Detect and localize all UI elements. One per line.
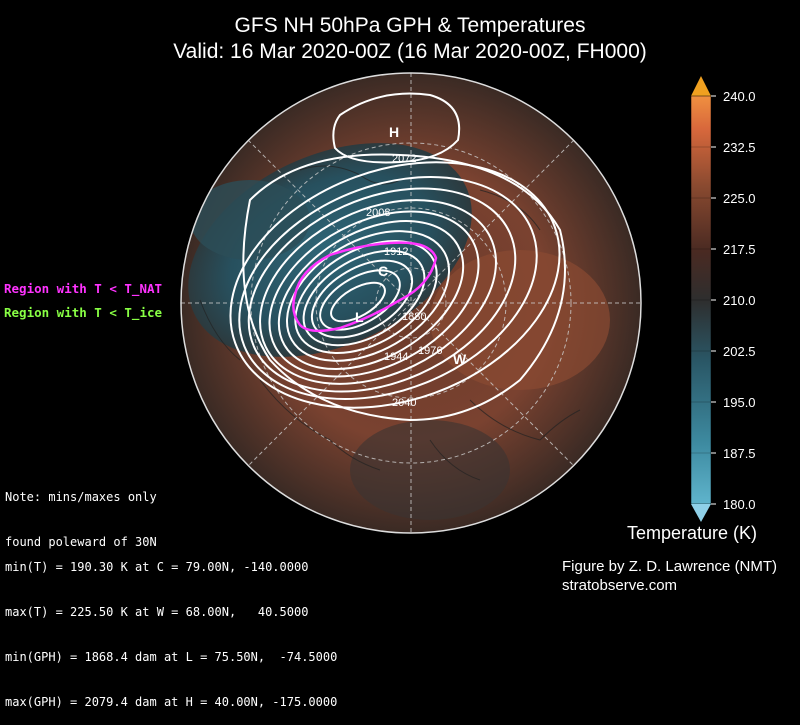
temperature-colorbar [690,76,712,522]
min-temp-stat: min(T) = 190.30 K at C = 79.00N, -140.00… [5,560,309,574]
colorbar-tick: 217.5 [723,242,756,257]
contour-label-2072: 2072 [392,153,416,165]
min-gph-stat: min(GPH) = 1868.4 dam at L = 75.50N, -74… [5,650,338,664]
colorbar-label: Temperature (K) [627,523,758,543]
min-temp-marker: C [378,263,388,279]
colorbar-tick: 232.5 [723,140,756,155]
colorbar-tick: 210.0 [723,293,756,308]
colorbar-tick: 180.0 [723,497,756,512]
contour-label-1976: 1976 [418,345,442,357]
gph-contours [229,92,566,422]
contour-label-2040: 2040 [392,397,416,409]
extrema-stats: min(T) = 190.30 K at C = 79.00N, -140.00… [5,530,337,725]
note-line: Note: mins/maxes only [5,490,157,504]
extrema-labels: H L C W [355,124,467,367]
t-nat-region [292,241,438,333]
extrema-note: Note: mins/maxes only found poleward of … [5,460,157,565]
max-temp-stat: max(T) = 225.50 K at W = 68.00N, 40.5000 [5,605,309,619]
map-valid-time: Valid: 16 Mar 2020-00Z (16 Mar 2020-00Z,… [173,40,647,63]
max-gph-stat: max(GPH) = 2079.4 dam at H = 40.00N, -17… [5,695,338,709]
polar-map: 2072 2008 1912 1880 1944 1976 2040 H L C… [180,72,716,534]
colorbar-tick: 240.0 [723,89,756,104]
colorbar-tick: 195.0 [723,395,756,410]
colorbar-tick: 225.0 [723,191,756,206]
note-line: found poleward of 30N [5,535,157,549]
contour-label-1944: 1944 [384,351,408,363]
website-credit: stratobserve.com [562,577,678,594]
figure-credit: Figure by Z. D. Lawrence (NMT) [562,558,778,575]
contour-label-2008: 2008 [366,207,390,219]
colorbar-tick: 187.5 [723,446,756,461]
contour-label-1912: 1912 [384,246,408,258]
max-gph-marker: H [389,124,399,140]
map-title: GFS NH 50hPa GPH & Temperatures [234,14,586,37]
contour-labels: 2072 2008 1912 1880 1944 1976 2040 [366,153,442,409]
legend-t-nat: Region with T < T_NAT [4,281,163,296]
contour-label-1880: 1880 [402,311,426,323]
max-temp-marker: W [453,351,467,367]
legend-t-ice: Region with T < T_ice [4,305,163,320]
map-boundary [180,72,642,534]
colorbar-tick: 202.5 [723,344,756,359]
min-gph-marker: L [355,309,364,325]
